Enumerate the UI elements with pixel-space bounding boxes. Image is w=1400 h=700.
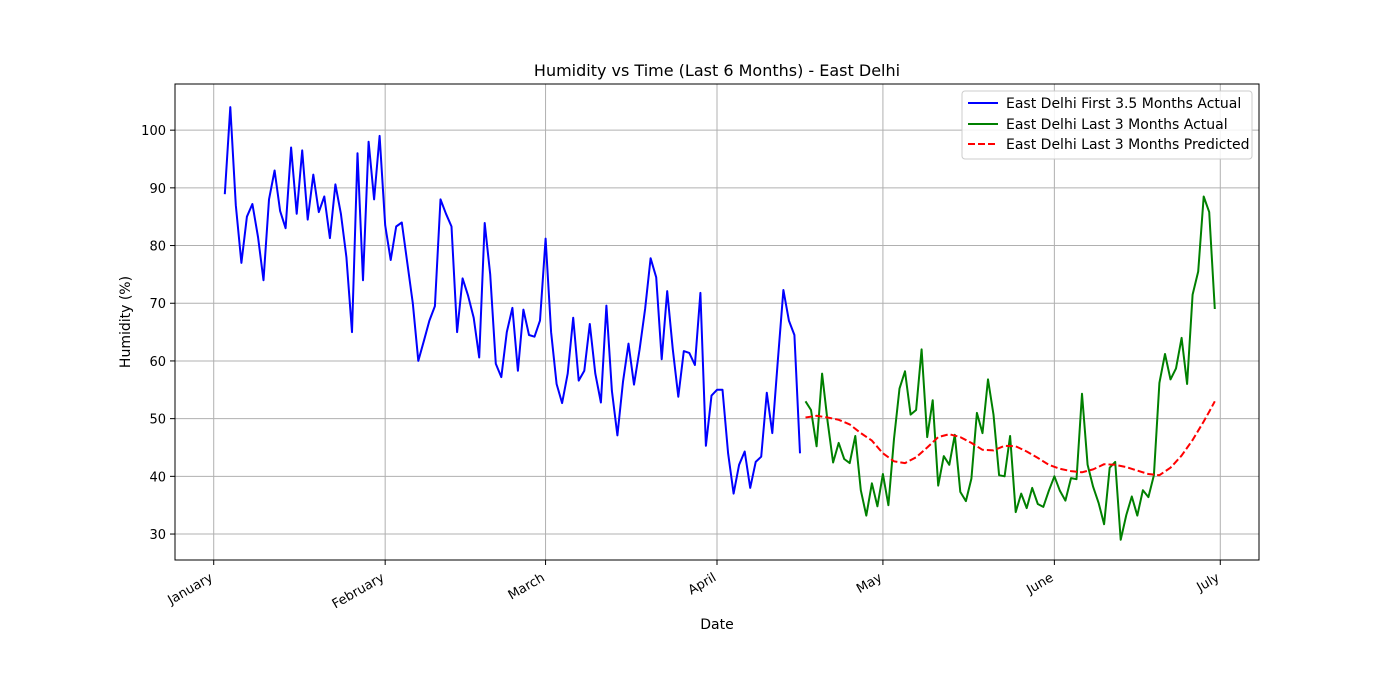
series-last-actual-line — [804, 195, 1216, 541]
y-tick-label-40: 40 — [149, 470, 166, 485]
x-axis-label: Date — [700, 617, 733, 633]
y-tick-label-60: 60 — [149, 355, 166, 370]
legend-label-first-actual: East Delhi First 3.5 Months Actual — [1006, 96, 1241, 112]
legend-frame — [961, 90, 1253, 160]
grid-layer — [175, 84, 1259, 560]
y-axis: 30 40 50 60 70 80 90 100 — [141, 124, 175, 543]
y-tick-label-70: 70 — [149, 297, 166, 312]
y-tick-label-30: 30 — [149, 528, 166, 543]
legend-label-predicted: East Delhi Last 3 Months Predicted — [1006, 137, 1249, 153]
legend-label-last-actual: East Delhi Last 3 Months Actual — [1006, 117, 1228, 133]
y-tick-label-90: 90 — [149, 182, 166, 197]
y-tick-label-50: 50 — [149, 413, 166, 428]
y-axis-label: Humidity (%) — [118, 276, 134, 368]
series-first-actual-line — [223, 106, 801, 495]
y-tick-label-100: 100 — [141, 124, 166, 139]
series-layer — [223, 106, 1216, 541]
y-tick-label-80: 80 — [149, 240, 166, 255]
chart-title: Humidity vs Time (Last 6 Months) - East … — [534, 61, 900, 80]
chart-legend: East Delhi First 3.5 Months Actual East … — [961, 90, 1253, 160]
